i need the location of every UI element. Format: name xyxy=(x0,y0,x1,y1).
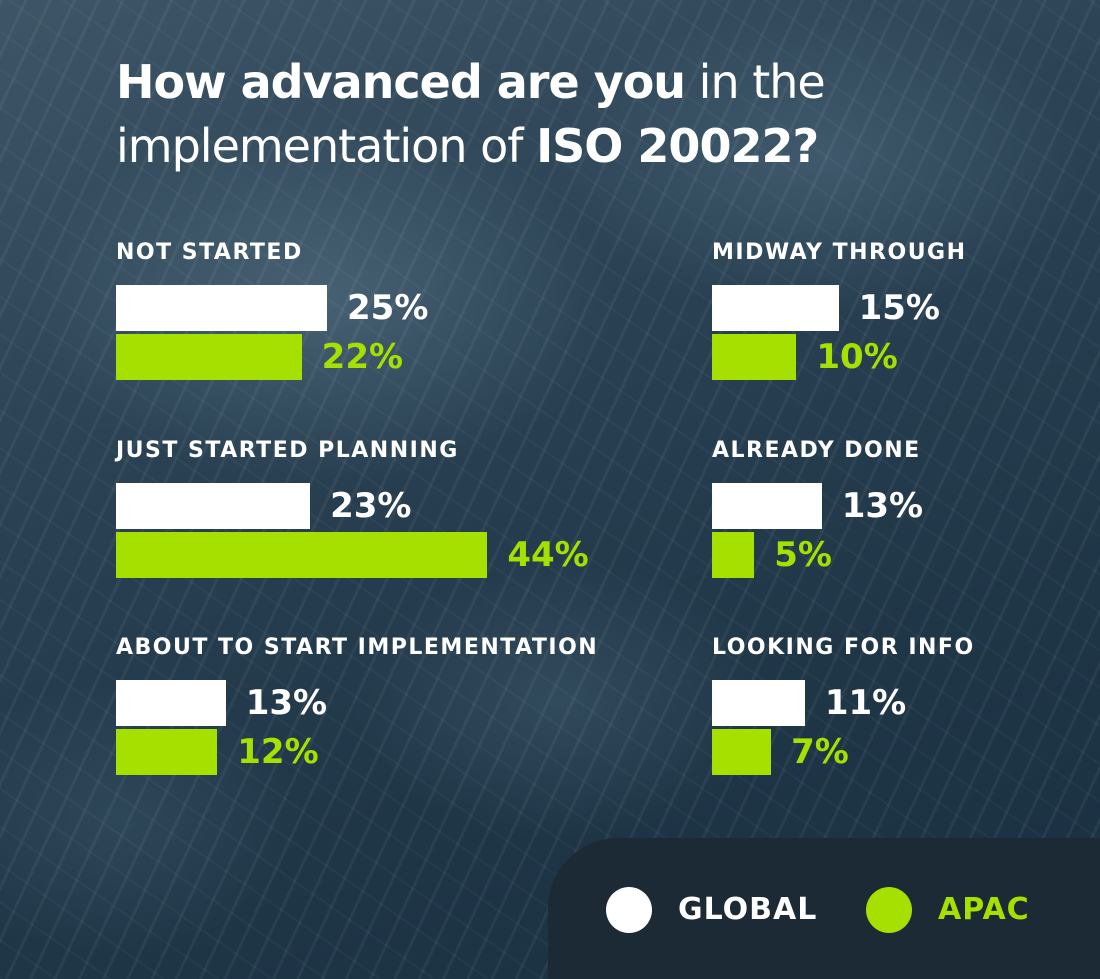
data-label-global: 13% xyxy=(841,486,924,526)
data-label-apac: 5% xyxy=(774,535,832,575)
legend-swatch-apac xyxy=(866,887,912,933)
legend: GLOBAL APAC xyxy=(548,838,1100,979)
bar-apac xyxy=(116,334,302,380)
title-line2-light: implementation of xyxy=(116,119,523,173)
bar-apac xyxy=(712,532,755,578)
data-label-apac: 10% xyxy=(816,337,898,377)
bar-global xyxy=(116,285,327,331)
bar-global xyxy=(712,680,805,726)
bar-global xyxy=(712,285,839,331)
bar-apac xyxy=(116,532,488,578)
title-line1-bold: How advanced are you xyxy=(116,55,686,109)
bar-global xyxy=(116,680,226,726)
chart-title: How advanced are you in the implementatio… xyxy=(116,50,826,178)
category-label: ABOUT TO START IMPLEMENTATION xyxy=(116,635,599,660)
bar-apac xyxy=(116,729,218,775)
data-label-global: 23% xyxy=(330,486,412,526)
category-label: NOT STARTED xyxy=(116,240,303,265)
category-label: LOOKING FOR INFO xyxy=(712,635,975,660)
data-label-global: 13% xyxy=(245,683,328,723)
title-line2-bold: ISO 20022? xyxy=(536,119,819,173)
legend-swatch-global xyxy=(606,887,652,933)
legend-label-global: GLOBAL xyxy=(678,892,818,927)
category-label: ALREADY DONE xyxy=(712,438,921,463)
data-label-apac: 7% xyxy=(791,732,849,772)
bar-global xyxy=(116,483,311,529)
category-label: JUST STARTED PLANNING xyxy=(116,438,459,463)
data-label-global: 15% xyxy=(858,288,940,328)
data-label-apac: 12% xyxy=(237,732,319,772)
data-label-apac: 22% xyxy=(321,337,404,377)
bar-apac xyxy=(712,334,797,380)
data-label-global: 25% xyxy=(347,288,429,328)
data-label-global: 11% xyxy=(824,683,907,723)
legend-label-apac: APAC xyxy=(938,892,1030,927)
title-line1-light: in the xyxy=(698,55,826,109)
bar-global xyxy=(712,483,822,529)
data-label-apac: 44% xyxy=(507,535,589,575)
bar-apac xyxy=(712,729,772,775)
category-label: MIDWAY THROUGH xyxy=(712,240,967,265)
